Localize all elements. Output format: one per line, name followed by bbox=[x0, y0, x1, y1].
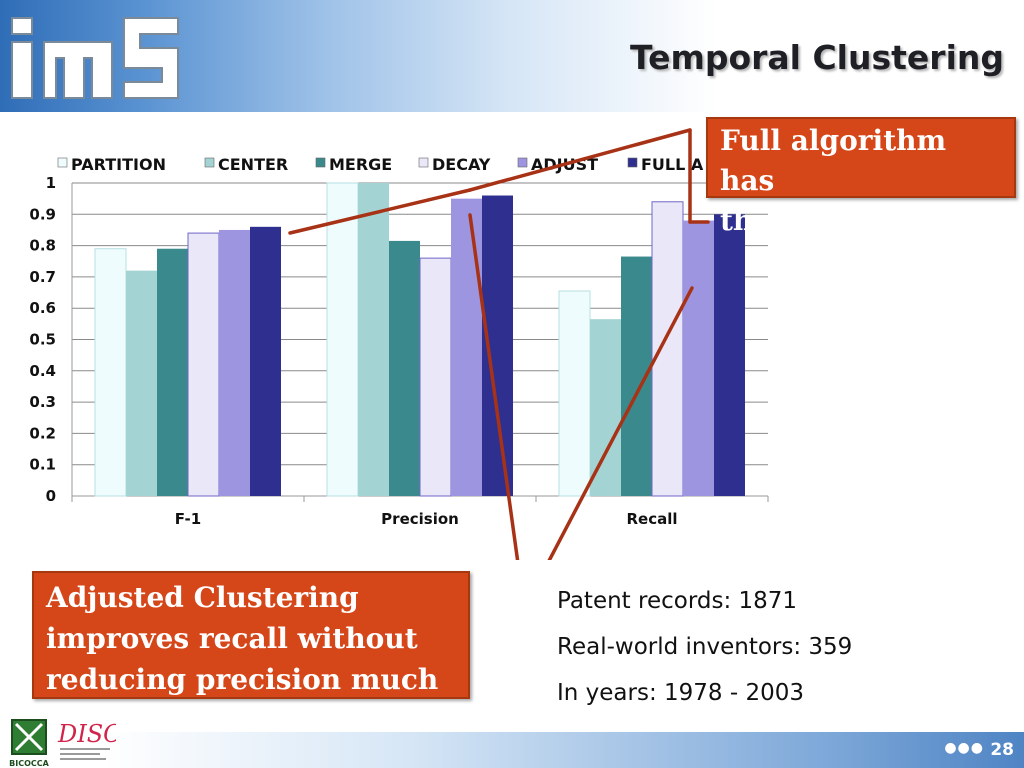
legend-label: CENTER bbox=[218, 155, 288, 174]
legend-swatch bbox=[517, 157, 528, 168]
annotation-lines bbox=[288, 128, 710, 560]
y-tick-label: 0 bbox=[46, 487, 56, 505]
bar-center bbox=[358, 183, 389, 496]
stat-patent-records: Patent records: 1871 bbox=[557, 588, 798, 614]
legend-swatch bbox=[57, 157, 68, 168]
bar-partition bbox=[558, 290, 591, 497]
callout-best-result: Full algorithm has the best result bbox=[706, 117, 1016, 237]
callout-line: Full algorithm has bbox=[720, 124, 947, 197]
legend-swatch bbox=[627, 157, 638, 168]
bar-chart: PARTITIONCENTERMERGEDECAYADJUSTFULL A 00… bbox=[29, 128, 769, 560]
department-logo-text: DISCO bbox=[57, 720, 116, 748]
x-tick-label: F-1 bbox=[175, 510, 201, 528]
bar-center bbox=[590, 319, 621, 496]
y-tick-label: 0.4 bbox=[29, 362, 56, 380]
bar-merge bbox=[157, 248, 188, 496]
callout-line: improves recall without bbox=[46, 622, 418, 655]
y-tick-label: 0.8 bbox=[29, 237, 56, 255]
bar-adjust bbox=[219, 229, 250, 496]
annotation-line bbox=[468, 128, 692, 192]
legend-label: PARTITION bbox=[71, 155, 166, 174]
page-title: Temporal Clustering bbox=[629, 38, 1004, 77]
chart-legend: PARTITIONCENTERMERGEDECAYADJUSTFULL A bbox=[57, 155, 704, 174]
department-logo: DISCO bbox=[57, 720, 116, 760]
header-banner: Temporal Clustering bbox=[0, 0, 1024, 112]
stat-years: In years: 1978 - 2003 bbox=[557, 680, 805, 706]
callout-line: Adjusted Clustering bbox=[46, 581, 359, 614]
x-tick-label: Recall bbox=[626, 510, 677, 528]
bar-partition bbox=[94, 248, 127, 497]
bar-adjust bbox=[451, 198, 482, 496]
callout-line: the best result bbox=[720, 204, 949, 237]
y-tick-label: 0.2 bbox=[29, 424, 56, 442]
chart-bars bbox=[94, 182, 745, 497]
footer-bar bbox=[0, 732, 1024, 768]
y-axis-ticks: 0 0.1 0.2 0.3 0.4 0.5 0.6 0.7 0.8 0.9 1 bbox=[29, 174, 56, 505]
bar-partition bbox=[326, 182, 359, 497]
y-tick-label: 0.3 bbox=[29, 393, 56, 411]
y-tick-label: 0.5 bbox=[29, 331, 56, 349]
bar-decay bbox=[419, 257, 452, 497]
callout-adjusted-clustering: Adjusted Clustering improves recall with… bbox=[32, 571, 470, 699]
annotation-line bbox=[468, 213, 520, 560]
y-tick-label: 0.6 bbox=[29, 299, 56, 317]
legend-swatch bbox=[204, 157, 215, 168]
legend-label: FULL A bbox=[641, 155, 704, 174]
bar-center bbox=[126, 270, 157, 496]
bar-decay bbox=[187, 232, 220, 497]
legend-swatch bbox=[315, 157, 326, 168]
bar-merge bbox=[389, 240, 420, 496]
page-number: 28 bbox=[990, 740, 1014, 760]
y-tick-label: 1 bbox=[46, 174, 56, 192]
callout-line: reducing precision much bbox=[46, 663, 439, 696]
mis-logo bbox=[11, 17, 179, 99]
stat-inventors: Real-world inventors: 359 bbox=[557, 634, 853, 660]
page-dots: ●●● bbox=[944, 740, 984, 756]
bar-decay bbox=[651, 201, 684, 497]
y-tick-label: 0.9 bbox=[29, 205, 56, 223]
annotation-line bbox=[547, 286, 694, 560]
legend-label: MERGE bbox=[329, 155, 392, 174]
legend-label: DECAY bbox=[432, 155, 491, 174]
y-tick-label: 0.7 bbox=[29, 268, 56, 286]
university-logo: BICOCCA bbox=[9, 719, 50, 768]
x-tick-label: Precision bbox=[381, 510, 459, 528]
legend-swatch bbox=[418, 157, 429, 168]
x-axis-ticks: F-1 Precision Recall bbox=[175, 510, 678, 528]
bar-full bbox=[250, 226, 281, 496]
bar-full bbox=[714, 214, 745, 497]
y-tick-label: 0.1 bbox=[29, 456, 56, 474]
university-logo-text: BICOCCA bbox=[9, 759, 49, 768]
bar-adjust bbox=[683, 220, 714, 496]
annotation-line bbox=[288, 188, 472, 235]
